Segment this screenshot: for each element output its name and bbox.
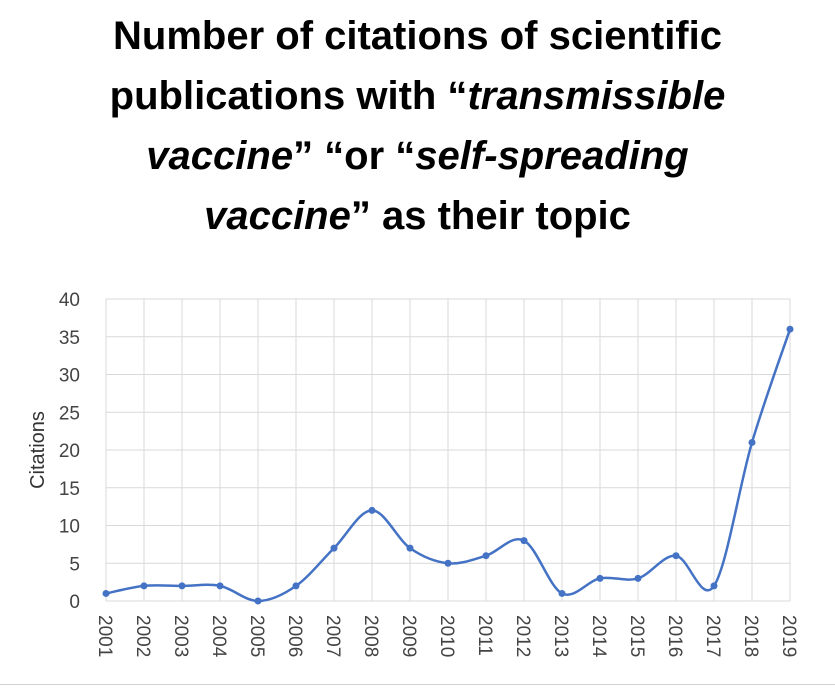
x-axis-ticks: 2001 2002 2003 2004 2005 2006 2007 2008 2009 2010… bbox=[94, 615, 799, 658]
data-points bbox=[102, 325, 794, 605]
y-tick-label: 35 bbox=[59, 328, 80, 349]
data-point-2009 bbox=[406, 544, 414, 552]
y-tick-label: 15 bbox=[59, 479, 80, 500]
data-point-2006 bbox=[292, 582, 300, 590]
x-tick-label: 2006 bbox=[284, 615, 305, 657]
data-point-2011 bbox=[482, 552, 490, 560]
x-tick-label: 2007 bbox=[322, 615, 343, 657]
chart-title: Number of citations of scientific public… bbox=[0, 6, 835, 246]
x-tick-label: 2005 bbox=[246, 615, 267, 657]
x-tick-label: 2018 bbox=[740, 615, 761, 657]
x-tick-label: 2008 bbox=[360, 615, 381, 657]
title-line-4: vaccine” as their topic bbox=[204, 194, 631, 238]
data-point-2007 bbox=[330, 544, 338, 552]
title-line-3: vaccine” “or “self-spreading bbox=[146, 134, 689, 178]
data-point-2001 bbox=[102, 589, 110, 597]
data-point-2008 bbox=[368, 506, 376, 514]
x-tick-label: 2014 bbox=[588, 615, 609, 658]
x-tick-label: 2001 bbox=[94, 615, 115, 657]
y-tick-label: 30 bbox=[59, 366, 80, 387]
data-point-2005 bbox=[254, 597, 262, 605]
x-tick-label: 2004 bbox=[208, 615, 229, 658]
y-tick-label: 5 bbox=[69, 554, 80, 575]
x-tick-label: 2011 bbox=[474, 615, 495, 656]
data-point-2015 bbox=[634, 574, 642, 582]
data-point-2010 bbox=[444, 559, 452, 567]
data-point-2003 bbox=[178, 582, 186, 590]
data-point-2017 bbox=[710, 582, 718, 590]
y-tick-label: 20 bbox=[59, 441, 80, 462]
y-tick-label: 10 bbox=[59, 517, 80, 538]
grid bbox=[105, 298, 791, 602]
divider bbox=[0, 684, 835, 685]
x-tick-label: 2013 bbox=[550, 615, 571, 657]
y-axis-ticks: 0 5 10 15 20 25 30 35 40 bbox=[59, 290, 80, 613]
data-point-2019 bbox=[786, 325, 794, 333]
x-tick-label: 2019 bbox=[778, 615, 799, 657]
x-tick-label: 2010 bbox=[436, 615, 457, 657]
title-line-1: Number of citations of scientific bbox=[113, 14, 722, 58]
x-tick-label: 2012 bbox=[512, 615, 533, 657]
data-point-2014 bbox=[596, 574, 604, 582]
data-point-2013 bbox=[558, 589, 566, 597]
x-tick-label: 2015 bbox=[626, 615, 647, 657]
y-tick-label: 0 bbox=[69, 592, 80, 613]
data-point-2002 bbox=[140, 582, 148, 590]
title-line-2: publications with “transmissible bbox=[109, 74, 726, 118]
y-tick-label: 25 bbox=[59, 403, 80, 424]
x-tick-label: 2009 bbox=[398, 615, 419, 657]
series-line bbox=[105, 328, 792, 603]
data-point-2004 bbox=[216, 582, 224, 590]
y-tick-label: 40 bbox=[59, 290, 80, 311]
x-tick-label: 2017 bbox=[702, 615, 723, 657]
y-axis-label: Citations bbox=[27, 411, 49, 489]
x-tick-label: 2016 bbox=[664, 615, 685, 657]
data-point-2012 bbox=[520, 537, 528, 545]
x-tick-label: 2003 bbox=[170, 615, 191, 657]
data-point-2016 bbox=[672, 552, 680, 560]
data-point-2018 bbox=[748, 438, 756, 446]
x-tick-label: 2002 bbox=[132, 615, 153, 657]
